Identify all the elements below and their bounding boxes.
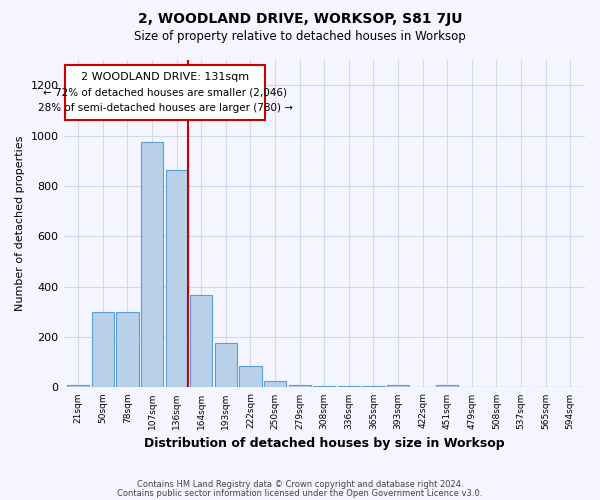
Bar	[92, 312, 114, 388]
Bar	[362, 386, 385, 388]
Text: 2, WOODLAND DRIVE, WORKSOP, S81 7JU: 2, WOODLAND DRIVE, WORKSOP, S81 7JU	[138, 12, 462, 26]
FancyBboxPatch shape	[65, 65, 265, 120]
Y-axis label: Number of detached properties: Number of detached properties	[15, 136, 25, 312]
Text: Contains HM Land Registry data © Crown copyright and database right 2024.: Contains HM Land Registry data © Crown c…	[137, 480, 463, 489]
Bar	[313, 386, 335, 388]
Bar	[338, 386, 360, 388]
Bar	[436, 385, 458, 388]
Bar	[166, 170, 188, 388]
X-axis label: Distribution of detached houses by size in Worksop: Distribution of detached houses by size …	[144, 437, 505, 450]
Bar	[215, 344, 237, 388]
Bar	[190, 296, 212, 388]
Text: 28% of semi-detached houses are larger (780) →: 28% of semi-detached houses are larger (…	[38, 104, 293, 114]
Text: 2 WOODLAND DRIVE: 131sqm: 2 WOODLAND DRIVE: 131sqm	[81, 72, 249, 82]
Text: Contains public sector information licensed under the Open Government Licence v3: Contains public sector information licen…	[118, 489, 482, 498]
Bar	[116, 312, 139, 388]
Bar	[264, 381, 286, 388]
Bar	[289, 385, 311, 388]
Bar	[141, 142, 163, 388]
Text: ← 72% of detached houses are smaller (2,046): ← 72% of detached houses are smaller (2,…	[43, 88, 287, 98]
Text: Size of property relative to detached houses in Worksop: Size of property relative to detached ho…	[134, 30, 466, 43]
Bar	[387, 385, 409, 388]
Bar	[239, 366, 262, 388]
Bar	[67, 385, 89, 388]
